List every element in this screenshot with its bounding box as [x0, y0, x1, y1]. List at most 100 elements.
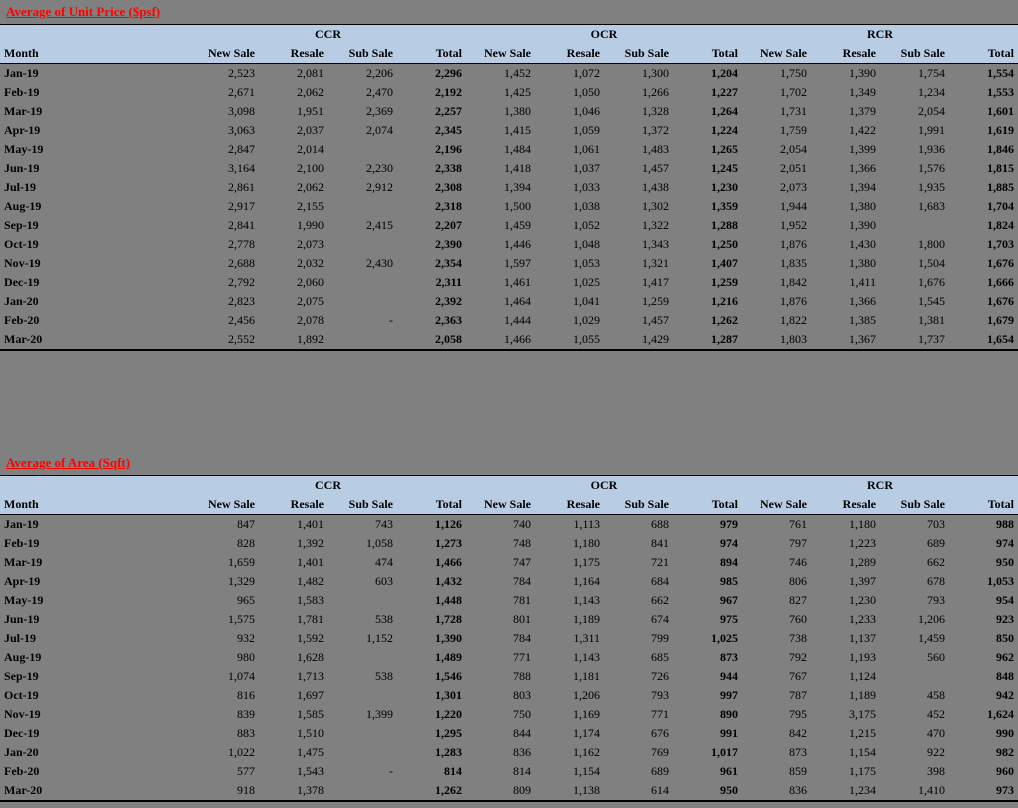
unitprice-cell: 1,399: [811, 140, 880, 159]
area-month-cell: May-19: [0, 591, 190, 610]
area-cell: 961: [673, 762, 742, 781]
unitprice-cell: 1,379: [811, 102, 880, 121]
unitprice-cell: 2,345: [397, 121, 466, 140]
unitprice-cell: 1,029: [535, 311, 604, 330]
unitprice-cell: 2,257: [397, 102, 466, 121]
area-cell: 962: [949, 648, 1018, 667]
area-subhdr-6: Resale: [535, 495, 604, 515]
area-row: Nov-198391,5851,3991,2207501,16977189079…: [0, 705, 1018, 724]
unitprice-cell: 2,032: [259, 254, 328, 273]
unitprice-cell: 1,892: [259, 330, 328, 350]
title-area: Average of Area (Sqft): [0, 451, 1018, 475]
area-row: Aug-199801,6281,4897711,1436858737921,19…: [0, 648, 1018, 667]
area-cell: [880, 667, 949, 686]
area-cell: 809: [466, 781, 535, 801]
unitprice-cell: 1,484: [466, 140, 535, 159]
unitprice-cell: 1,597: [466, 254, 535, 273]
unitprice-cell: 2,861: [190, 178, 259, 197]
unitprice-cell: 1,224: [673, 121, 742, 140]
area-cell: [328, 648, 397, 667]
area-row: Dec-198831,5101,2958441,1746769918421,21…: [0, 724, 1018, 743]
area-cell: 1,489: [397, 648, 466, 667]
area-subhdr-8: Total: [673, 495, 742, 515]
area-cell: 1,397: [811, 572, 880, 591]
unitprice-hdr-empty: [0, 25, 190, 45]
area-row: Mar-191,6591,4014741,4667471,17572189474…: [0, 553, 1018, 572]
unitprice-cell: 1,824: [949, 216, 1018, 235]
unitprice-cell: 2,369: [328, 102, 397, 121]
unitprice-cell: 1,343: [604, 235, 673, 254]
area-month-cell: Nov-19: [0, 705, 190, 724]
area-row: Feb-205771,543-8148141,1546899618591,175…: [0, 762, 1018, 781]
area-row: May-199651,5831,4487811,1436629678271,23…: [0, 591, 1018, 610]
unitprice-cell: 1,390: [811, 216, 880, 235]
unitprice-cell: 1,328: [604, 102, 673, 121]
unitprice-cell: 1,366: [811, 159, 880, 178]
area-cell: 684: [604, 572, 673, 591]
area-hdr-empty: [0, 476, 190, 496]
unitprice-month-cell: Jul-19: [0, 178, 190, 197]
unitprice-region-rcr: RCR: [742, 25, 1018, 45]
unitprice-cell: 1,322: [604, 216, 673, 235]
unitprice-cell: 2,917: [190, 197, 259, 216]
area-cell: 799: [604, 629, 673, 648]
area-cell: 3,175: [811, 705, 880, 724]
unitprice-cell: 1,703: [949, 235, 1018, 254]
area-row: Oct-198161,6971,3018031,2067939977871,18…: [0, 686, 1018, 705]
area-subhdr-5: New Sale: [466, 495, 535, 515]
unitprice-month-cell: Aug-19: [0, 197, 190, 216]
unitprice-cell: 1,952: [742, 216, 811, 235]
area-cell: 873: [673, 648, 742, 667]
area-cell: 398: [880, 762, 949, 781]
area-region-rcr: RCR: [742, 476, 1018, 496]
unitprice-cell: 2,230: [328, 159, 397, 178]
unitprice-cell: 1,287: [673, 330, 742, 350]
unitprice-cell: -: [328, 311, 397, 330]
area-cell: 873: [742, 743, 811, 762]
unitprice-cell: 1,702: [742, 83, 811, 102]
area-cell: 942: [949, 686, 1018, 705]
unitprice-cell: 1,425: [466, 83, 535, 102]
area-cell: 1,592: [259, 629, 328, 648]
area-cell: 975: [673, 610, 742, 629]
area-month-cell: Jan-20: [0, 743, 190, 762]
area-row: Mar-209181,3781,2628091,1386149508361,23…: [0, 781, 1018, 801]
unitprice-cell: 2,060: [259, 273, 328, 292]
unitprice-cell: 1,227: [673, 83, 742, 102]
area-cell: 688: [604, 515, 673, 535]
area-cell: 1,781: [259, 610, 328, 629]
area-cell: 1,295: [397, 724, 466, 743]
area-cell: 814: [397, 762, 466, 781]
area-cell: 1,189: [811, 686, 880, 705]
unitprice-cell: 2,100: [259, 159, 328, 178]
unitprice-cell: 1,452: [466, 64, 535, 84]
unitprice-cell: 2,470: [328, 83, 397, 102]
unitprice-cell: 1,302: [604, 197, 673, 216]
area-cell: 1,697: [259, 686, 328, 705]
unitprice-cell: 1,803: [742, 330, 811, 350]
area-cell: 1,432: [397, 572, 466, 591]
area-cell: 890: [673, 705, 742, 724]
area-cell: 1,143: [535, 591, 604, 610]
area-cell: 1,206: [535, 686, 604, 705]
unitprice-month-cell: Mar-19: [0, 102, 190, 121]
area-cell: 806: [742, 572, 811, 591]
area-cell: 1,510: [259, 724, 328, 743]
title-unit-price: Average of Unit Price ($psf): [0, 0, 1018, 24]
unitprice-cell: 1,385: [811, 311, 880, 330]
unitprice-cell: 1,394: [466, 178, 535, 197]
area-cell: 991: [673, 724, 742, 743]
area-cell: 746: [742, 553, 811, 572]
area-cell: 577: [190, 762, 259, 781]
unitprice-cell: 1,464: [466, 292, 535, 311]
area-month-cell: Jul-19: [0, 629, 190, 648]
unitprice-cell: 1,754: [880, 64, 949, 84]
area-cell: 1,448: [397, 591, 466, 610]
unitprice-row: May-192,8472,0142,1961,4841,0611,4831,26…: [0, 140, 1018, 159]
area-month-cell: Sep-19: [0, 667, 190, 686]
unitprice-cell: 1,264: [673, 102, 742, 121]
unitprice-cell: 1,234: [880, 83, 949, 102]
unitprice-cell: 1,417: [604, 273, 673, 292]
unitprice-cell: 2,841: [190, 216, 259, 235]
area-cell: 1,137: [811, 629, 880, 648]
